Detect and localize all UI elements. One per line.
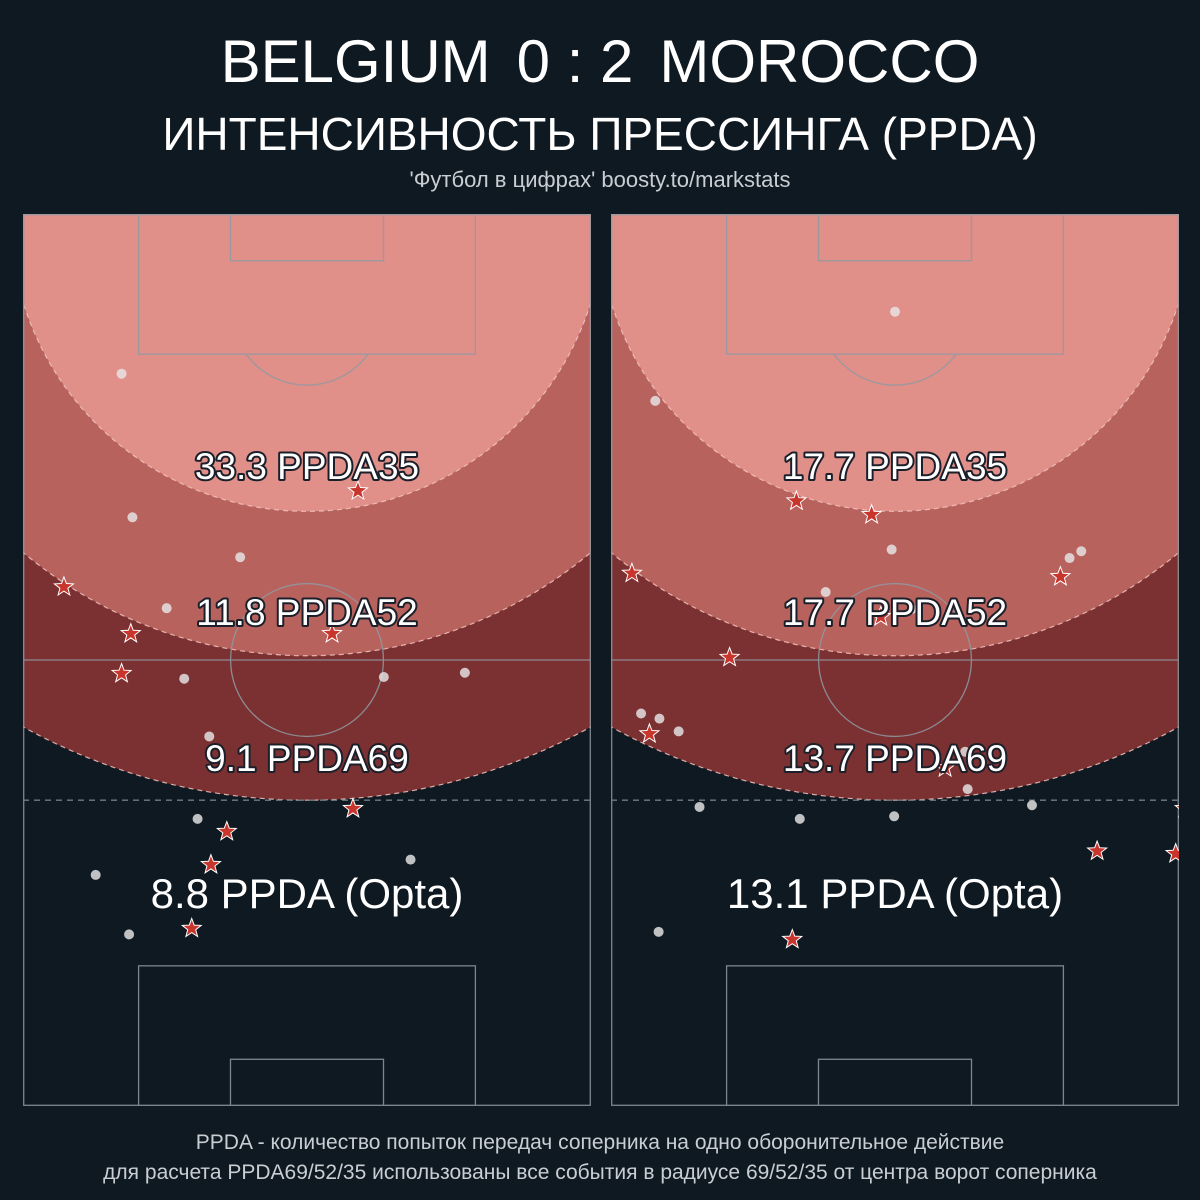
pitch-svg: 17.7 PPDA35 17.7 PPDA52 13.7 PPDA69 13.1 PP… [611, 214, 1179, 1106]
pass-attempt-point [378, 671, 389, 682]
pass-attempt-point [960, 746, 971, 757]
defensive-action-star [53, 575, 75, 597]
ppda35-label: 33.3 PPDA35 [195, 446, 419, 487]
defensive-action-star [781, 928, 804, 949]
defensive-action-star [785, 489, 808, 511]
away-team-name: MOROCCO [659, 28, 980, 95]
pass-attempt-point [192, 813, 203, 824]
pass-attempt-point [235, 552, 246, 563]
ppda69-label: 9.1 PPDA69 [205, 738, 409, 779]
event-marks [53, 368, 470, 940]
defensive-action-star [860, 503, 883, 524]
defensive-action-star [718, 646, 741, 667]
chart-subtitle: ИНТЕНСИВНОСТЬ ПРЕССИНГА (PPDA) [162, 108, 1038, 160]
defensive-action-star [342, 797, 364, 818]
pitch-morocco: 17.7 PPDA35 17.7 PPDA52 13.7 PPDA69 13.1 PP… [611, 214, 1179, 1106]
defensive-action-star [110, 662, 133, 683]
pass-attempt-point [405, 854, 416, 865]
pass-attempt-point [889, 811, 900, 822]
ppda-opta-label: 8.8 PPDA (Opta) [151, 870, 464, 917]
zone-ppda35 [23, 214, 591, 512]
pitch-svg: 33.3 PPDA35 11.8 PPDA52 9.1 PPDA69 8.8 PPDA… [23, 214, 591, 1106]
pass-attempt-point [204, 731, 215, 742]
defensive-action-star [934, 756, 956, 778]
ppda52-label: 11.8 PPDA52 [196, 592, 417, 633]
pass-attempt-point [653, 926, 664, 937]
defensive-action-star [1173, 804, 1179, 818]
ppda-zones [611, 214, 1179, 801]
defensive-action-star [869, 605, 892, 626]
pass-attempt-point [694, 801, 705, 812]
pass-attempt-point [650, 395, 661, 406]
defensive-action-star [638, 722, 661, 744]
zone-boundary-52 [611, 551, 1179, 657]
pass-attempt-point [962, 784, 973, 795]
pass-attempt-point [90, 869, 101, 880]
pass-attempt-point [116, 368, 127, 379]
defensive-action-star [1164, 842, 1179, 863]
zone-boundary-69 [23, 725, 591, 801]
pass-attempt-point [161, 603, 172, 614]
pass-attempt-point [1064, 553, 1075, 564]
pass-attempt-point [127, 512, 138, 523]
match-title: BELGIUM 0 : 2 MOROCCO [0, 24, 1200, 100]
footer-definition: PPDA - количество попыток передач соперн… [195, 1131, 1005, 1154]
defensive-action-star [1049, 565, 1072, 586]
pass-attempt-point [886, 544, 897, 555]
pass-attempt-point [1076, 546, 1087, 557]
ppda52-label: 17.7 PPDA52 [783, 592, 1007, 633]
ppda-zones [23, 214, 591, 801]
pass-attempt-point [636, 708, 647, 719]
match-score: 0 : 2 [516, 28, 634, 95]
credit-line: 'Футбол в цифрах' boosty.to/markstats [409, 167, 791, 192]
pass-attempt-point [890, 306, 900, 317]
defensive-action-star [321, 622, 343, 643]
ppda-opta-label: 13.1 PPDA (Opta) [727, 870, 1063, 917]
defensive-action-star [215, 820, 238, 841]
pass-attempt-point [654, 713, 665, 724]
zone-ppda35 [611, 214, 1179, 512]
ppda69-label: 13.7 PPDA69 [783, 738, 1007, 779]
pass-attempt-point [459, 667, 470, 678]
pass-attempt-point [794, 813, 805, 824]
defensive-action-star [200, 853, 222, 874]
footer-method: для расчета PPDA69/52/35 использованы вс… [103, 1161, 1097, 1184]
pass-attempt-point [179, 673, 190, 684]
pitch-belgium: 33.3 PPDA35 11.8 PPDA52 9.1 PPDA69 8.8 PPDA… [23, 214, 591, 1106]
defensive-action-star [621, 561, 643, 583]
pass-attempt-point [124, 929, 135, 940]
zone-boundary-52 [23, 551, 591, 657]
pass-attempt-point [673, 726, 684, 737]
home-team-name: BELGIUM [220, 28, 491, 95]
defensive-action-star [119, 622, 142, 643]
event-marks [621, 306, 1179, 949]
pass-attempt-point [820, 587, 831, 598]
pass-attempt-point [1026, 800, 1037, 811]
ppda35-label: 17.7 PPDA35 [783, 446, 1007, 487]
defensive-action-star [180, 916, 203, 938]
defensive-action-star [1086, 839, 1109, 861]
pass-attempt-point [906, 604, 917, 615]
defensive-action-star [347, 479, 369, 501]
zone-boundary-69 [611, 725, 1179, 801]
